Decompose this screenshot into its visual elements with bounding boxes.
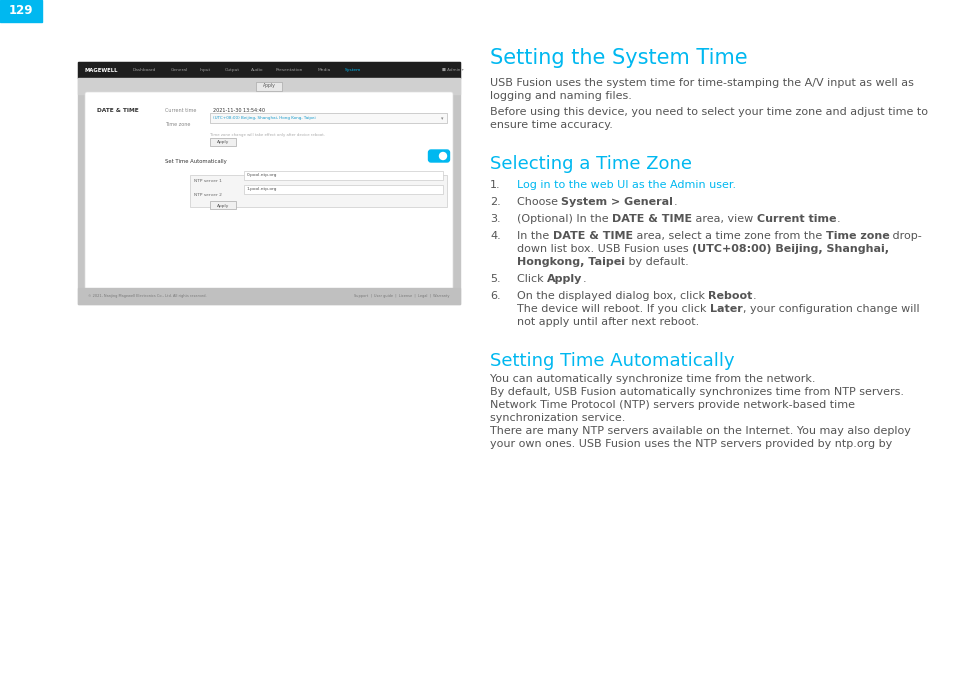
Text: ensure time accuracy.: ensure time accuracy. xyxy=(490,120,612,130)
Text: NTP server 1: NTP server 1 xyxy=(193,179,222,183)
Text: 4.: 4. xyxy=(490,231,500,241)
Circle shape xyxy=(439,153,446,160)
Text: Presentation: Presentation xyxy=(275,68,303,72)
Text: © 2021, Nanjing Magewell Electronics Co., Ltd. All rights reserved.: © 2021, Nanjing Magewell Electronics Co.… xyxy=(88,294,207,298)
Text: Current time: Current time xyxy=(757,214,836,224)
FancyBboxPatch shape xyxy=(85,92,453,290)
Bar xyxy=(210,113,447,123)
Text: 1.: 1. xyxy=(490,180,500,190)
Text: Media: Media xyxy=(317,68,331,72)
Text: Reboot: Reboot xyxy=(708,291,752,301)
Text: Apply: Apply xyxy=(262,84,275,89)
Text: General: General xyxy=(171,68,188,72)
Text: NTP server 2: NTP server 2 xyxy=(193,193,222,197)
Text: 5.: 5. xyxy=(490,274,500,284)
Text: Current time: Current time xyxy=(165,108,196,113)
Text: You can automatically synchronize time from the network.: You can automatically synchronize time f… xyxy=(490,374,815,384)
Text: Click: Click xyxy=(517,274,547,284)
Text: ■ Admin ▾: ■ Admin ▾ xyxy=(441,68,463,72)
Text: Apply: Apply xyxy=(216,140,229,144)
Text: 3.: 3. xyxy=(490,214,500,224)
Text: synchronization service.: synchronization service. xyxy=(490,413,625,423)
Bar xyxy=(190,175,447,207)
Text: Time zone: Time zone xyxy=(824,231,888,241)
Text: MAGEWELL: MAGEWELL xyxy=(85,68,118,72)
Text: Choose: Choose xyxy=(517,197,561,207)
Text: Dashboard: Dashboard xyxy=(132,68,156,72)
Text: Network Time Protocol (NTP) servers provide network-based time: Network Time Protocol (NTP) servers prov… xyxy=(490,400,854,410)
Text: System > General: System > General xyxy=(561,197,673,207)
Text: , your configuration change will: , your configuration change will xyxy=(742,304,919,314)
Text: On the displayed dialog box, click: On the displayed dialog box, click xyxy=(517,291,708,301)
Text: Before using this device, you need to select your time zone and adjust time to: Before using this device, you need to se… xyxy=(490,107,927,117)
Text: .: . xyxy=(836,214,840,224)
Text: 129: 129 xyxy=(9,5,33,18)
Text: System: System xyxy=(345,68,361,72)
Text: Apply: Apply xyxy=(547,274,582,284)
Text: area, select a time zone from the: area, select a time zone from the xyxy=(632,231,824,241)
Text: drop-: drop- xyxy=(888,231,922,241)
Text: Time zone change will take effect only after device reboot.: Time zone change will take effect only a… xyxy=(210,133,325,137)
Text: Later: Later xyxy=(709,304,742,314)
Text: 6.: 6. xyxy=(490,291,500,301)
Text: .: . xyxy=(582,274,585,284)
Bar xyxy=(78,62,459,304)
Text: ▾: ▾ xyxy=(440,116,443,121)
Text: Support  |  User guide  |  License  |  Legal  |  Warranty: Support | User guide | License | Legal |… xyxy=(355,294,450,298)
Text: Apply: Apply xyxy=(216,203,229,208)
Text: Log in to the web UI as the Admin user.: Log in to the web UI as the Admin user. xyxy=(517,180,736,190)
Text: (UTC+08:00) Beijing, Shanghai, Hong Kong, Taipei: (UTC+08:00) Beijing, Shanghai, Hong Kong… xyxy=(213,116,315,120)
Bar xyxy=(244,185,442,193)
Text: (Optional) In the: (Optional) In the xyxy=(517,214,612,224)
Text: Hongkong, Taipei: Hongkong, Taipei xyxy=(517,257,624,267)
Text: 2021-11-30 13:54:40: 2021-11-30 13:54:40 xyxy=(213,108,265,113)
Text: Set Time Automatically: Set Time Automatically xyxy=(165,159,227,164)
Bar xyxy=(78,78,459,94)
Text: Audio: Audio xyxy=(251,68,263,72)
Text: logging and naming files.: logging and naming files. xyxy=(490,91,631,101)
Text: By default, USB Fusion automatically synchronizes time from NTP servers.: By default, USB Fusion automatically syn… xyxy=(490,387,903,397)
Text: Selecting a Time Zone: Selecting a Time Zone xyxy=(490,155,691,173)
Text: There are many NTP servers available on the Internet. You may also deploy: There are many NTP servers available on … xyxy=(490,426,910,436)
Text: 1.pool.ntp.org: 1.pool.ntp.org xyxy=(247,187,277,191)
Text: by default.: by default. xyxy=(624,257,688,267)
Text: 2.: 2. xyxy=(490,197,500,207)
Text: Output: Output xyxy=(225,68,240,72)
Text: 0.pool.ntp.org: 0.pool.ntp.org xyxy=(247,173,277,177)
Text: Setting the System Time: Setting the System Time xyxy=(490,48,747,68)
Text: area, view: area, view xyxy=(692,214,757,224)
Text: USB Fusion uses the system time for time-stamping the A/V input as well as: USB Fusion uses the system time for time… xyxy=(490,78,913,88)
Bar xyxy=(210,201,235,209)
Text: .: . xyxy=(673,197,677,207)
Text: In the: In the xyxy=(517,231,552,241)
Text: DATE & TIME: DATE & TIME xyxy=(97,108,138,113)
Text: Setting Time Automatically: Setting Time Automatically xyxy=(490,352,734,370)
Text: .: . xyxy=(752,291,756,301)
Text: your own ones. USB Fusion uses the NTP servers provided by ntp.org by: your own ones. USB Fusion uses the NTP s… xyxy=(490,439,891,449)
Text: down list box. USB Fusion uses: down list box. USB Fusion uses xyxy=(517,244,691,254)
Bar xyxy=(78,62,459,78)
Text: Time zone: Time zone xyxy=(165,122,191,127)
Text: (UTC+08:00) Beijing, Shanghai,: (UTC+08:00) Beijing, Shanghai, xyxy=(691,244,888,254)
Bar xyxy=(210,138,235,146)
Text: DATE & TIME: DATE & TIME xyxy=(552,231,632,241)
FancyBboxPatch shape xyxy=(428,150,449,162)
Text: Input: Input xyxy=(200,68,211,72)
Bar xyxy=(244,170,442,180)
Bar xyxy=(0,0,42,22)
Text: The device will reboot. If you click: The device will reboot. If you click xyxy=(517,304,709,314)
Bar xyxy=(255,82,282,91)
Text: not apply until after next reboot.: not apply until after next reboot. xyxy=(517,317,699,327)
Text: DATE & TIME: DATE & TIME xyxy=(612,214,692,224)
Bar xyxy=(78,288,459,304)
